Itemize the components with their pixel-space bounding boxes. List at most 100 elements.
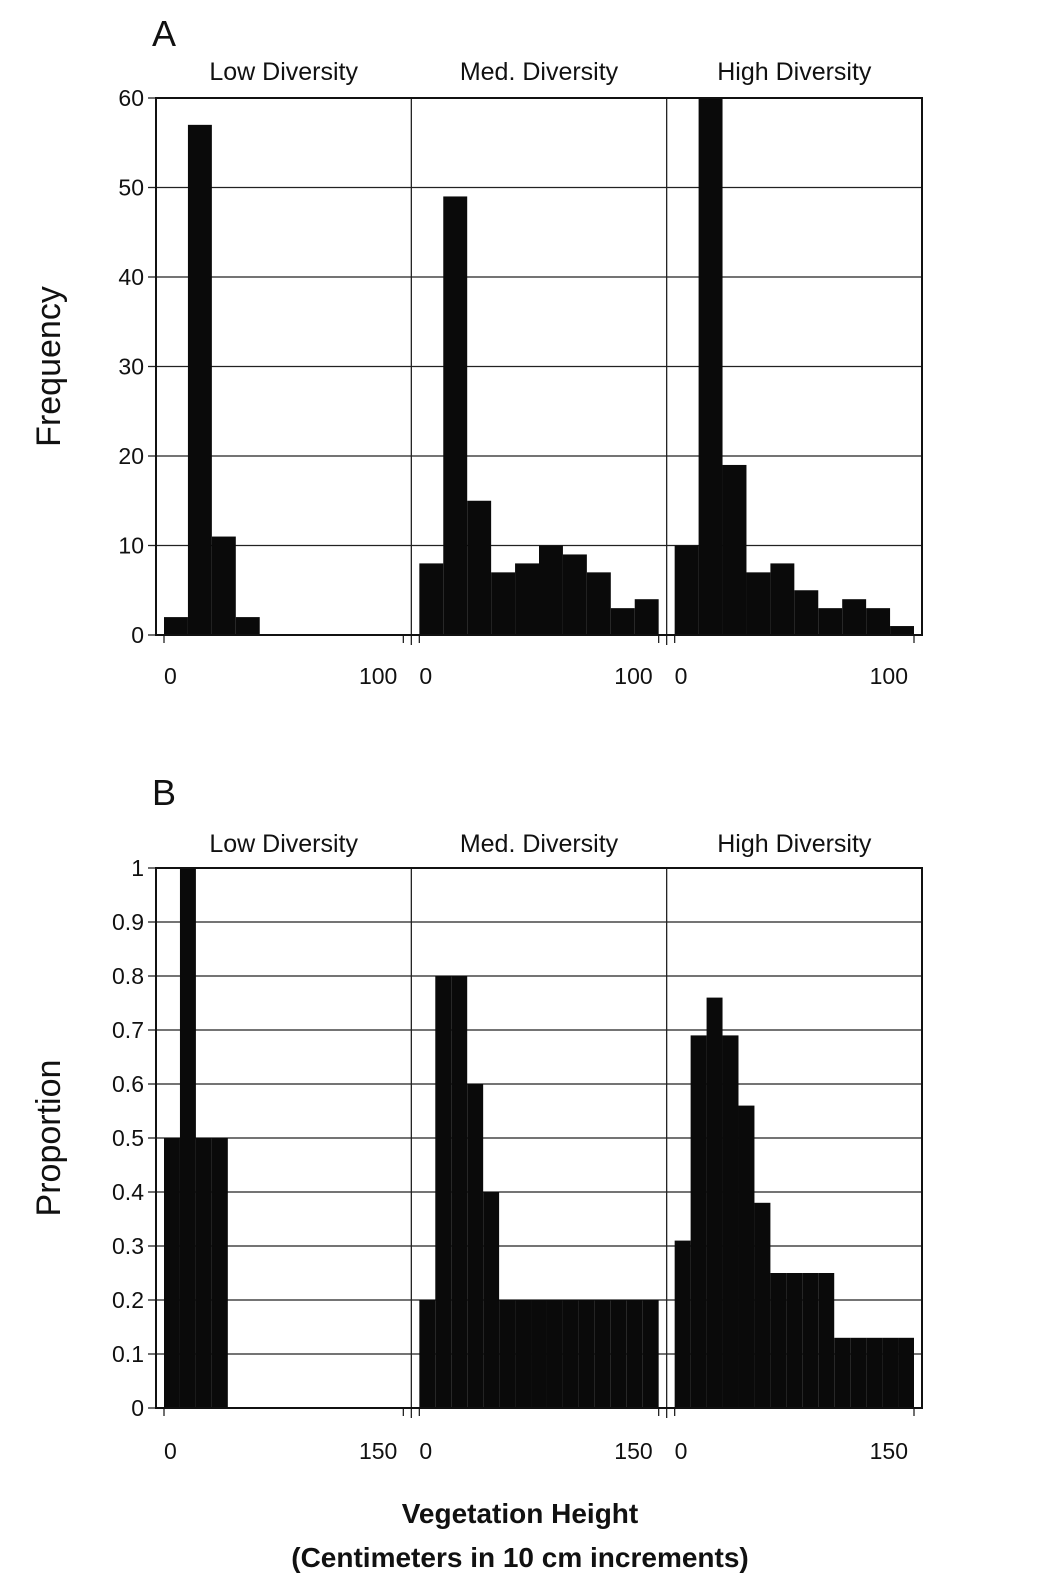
subplot-title: Low Diversity [209,830,358,858]
bar [531,1300,547,1408]
subplot-title: Med. Diversity [460,830,619,858]
bar [754,1202,771,1408]
plot-frame [155,867,923,1409]
y-tick-label: 0 [131,1395,144,1421]
bar [483,1192,500,1408]
bar [515,563,539,635]
bar [419,1300,436,1408]
y-axis-label: Proportion [30,1060,68,1217]
bar [451,976,468,1408]
x-tick-label: 0 [419,1438,432,1464]
bar [866,608,891,635]
bar [722,464,747,635]
x-tick-label: 100 [359,663,397,689]
bar [698,98,723,635]
y-tick-label: 10 [118,533,144,559]
panel-letter: B [152,772,176,813]
y-tick-label: 40 [118,264,144,290]
bar [179,868,196,1408]
x-tick-label: 150 [614,1438,652,1464]
y-tick-label: 0.3 [112,1233,144,1259]
y-tick-label: 0.9 [112,909,144,935]
bar [491,572,516,635]
bar [818,608,843,635]
bar [586,572,611,635]
subplot-title: High Diversity [717,830,872,858]
bar [546,1300,563,1408]
x-tick-label: 0 [164,1438,177,1464]
bar [499,1300,516,1408]
bar [818,1273,835,1408]
y-tick-label: 1 [131,855,144,881]
y-tick-label: 0.6 [112,1071,144,1097]
bar [786,1273,803,1408]
bar [610,1300,627,1408]
x-tick-label: 0 [675,663,688,689]
bar [211,1138,228,1408]
bar [187,124,212,635]
bar [770,563,795,635]
bar [539,545,563,635]
bar [562,1300,579,1408]
bar [794,590,819,635]
bar [594,1300,611,1408]
y-axis-label: Frequency [30,286,68,447]
subplot-title: Low Diversity [209,58,358,86]
y-tick-label: 20 [118,443,144,469]
x-tick-label: 0 [675,1438,688,1464]
x-tick-label: 0 [164,663,177,689]
panel-letter: A [152,13,176,54]
x-tick-label: 100 [614,663,652,689]
subplot-title: High Diversity [717,58,872,86]
x-axis-label-line1: Vegetation Height [402,1498,638,1529]
x-axis-label-line2: (Centimeters in 10 cm increments) [291,1542,749,1573]
bar [467,500,492,635]
y-tick-label: 0.1 [112,1341,144,1367]
bar [578,1300,595,1408]
panel-a: A 0 10 20 30 40 50 60 Frequency Low Diversity 0 100… [30,13,923,689]
bar [211,536,236,635]
x-tick-label: 100 [870,663,908,689]
bar [515,1300,532,1408]
bar [195,1138,212,1408]
y-tick-label: 0 [131,622,144,648]
bar [866,1337,883,1408]
x-tick-label: 0 [419,663,432,689]
bar [882,1337,899,1408]
y-tick-label: 0.8 [112,963,144,989]
bar [642,1300,659,1408]
bar [850,1337,867,1408]
bar [674,1240,691,1408]
y-tick-label: 50 [118,175,144,201]
bar [674,545,699,635]
bar [467,1084,484,1408]
bar [746,572,771,635]
bar [435,976,452,1408]
bar [610,608,635,635]
x-tick-label: 150 [359,1438,397,1464]
bar [164,617,188,635]
y-tick-label: 0.4 [112,1179,144,1205]
bar [634,599,659,635]
bar [443,196,468,635]
bar [419,563,444,635]
bar [164,1138,180,1408]
y-tick-label: 0.5 [112,1125,144,1151]
y-tick-label: 30 [118,354,144,380]
y-tick-label: 0.2 [112,1287,144,1313]
bar [842,599,867,635]
y-tick-label: 0.7 [112,1017,144,1043]
bar [770,1273,787,1408]
panel-b: B 0 0.1 0.2 0.3 0.4 0.5 0.6 0.7 0.8 0.9 1 Proportion… [30,772,923,1464]
bar [834,1337,851,1408]
bar [890,626,914,635]
bar [235,617,260,635]
bar [626,1300,643,1408]
x-tick-label: 150 [870,1438,908,1464]
bar [722,1035,739,1408]
bar [802,1273,819,1408]
bar [562,554,587,635]
bar [690,1035,707,1408]
